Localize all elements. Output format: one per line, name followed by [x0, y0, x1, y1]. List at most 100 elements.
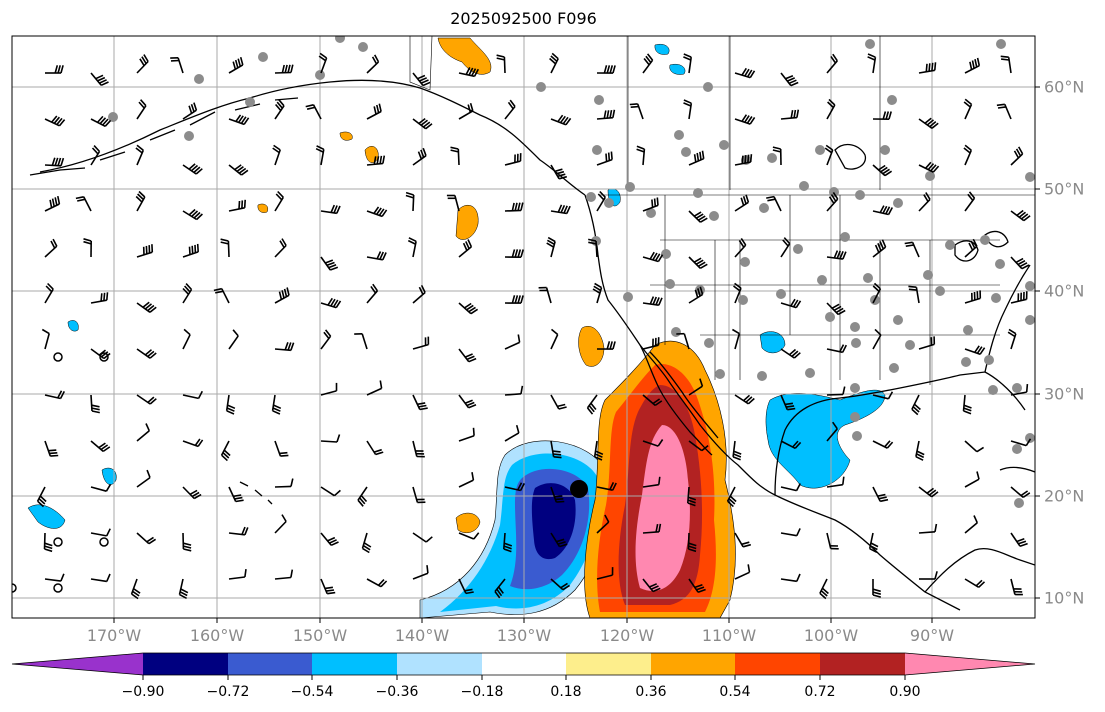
wind-barb-feather — [373, 448, 382, 453]
wind-barb-feather — [149, 398, 157, 405]
wind-barb-feather — [551, 52, 559, 60]
colorbar-tick-label: −0.36 — [375, 684, 419, 700]
wind-barb-feather — [554, 495, 563, 498]
wind-barb-feather — [746, 69, 753, 78]
wind-barb-feather — [376, 156, 380, 165]
wind-barb — [90, 486, 107, 492]
wind-barb-feather — [836, 250, 841, 259]
wind-barb-feather — [329, 539, 337, 544]
wind-barb-feather — [238, 200, 241, 209]
wind-barb-feather — [772, 149, 781, 153]
wind-barb-feather — [884, 170, 893, 177]
wind-barb-feather — [514, 295, 519, 304]
wind-barb — [504, 341, 520, 350]
wind-barb-feather — [91, 410, 100, 414]
wind-barb-feather — [558, 406, 567, 410]
wind-barb-feather — [327, 591, 336, 595]
wind-barb-feather — [232, 329, 239, 337]
wind-barb-feather — [239, 56, 244, 66]
wind-barb-feather — [727, 500, 734, 508]
wind-barb-feather — [470, 308, 479, 315]
positive-blob-small-2 — [257, 203, 268, 213]
colorbar — [11, 652, 1036, 680]
wind-barb-feather — [182, 287, 190, 295]
wind-barb-feather — [50, 240, 56, 249]
wind-barb-feather — [657, 439, 664, 447]
wind-barb-feather — [418, 286, 424, 295]
wind-barb-feather — [976, 471, 980, 480]
wind-barb — [136, 60, 149, 74]
wind-barb-feather — [97, 76, 106, 82]
wind-barb-feather — [520, 202, 524, 211]
wind-barb-feather — [496, 54, 505, 58]
wind-barb-feather — [234, 164, 242, 171]
wind-barb-feather — [546, 242, 555, 248]
wind-barb-feather — [978, 581, 986, 588]
wind-barb-feather — [747, 154, 750, 163]
wind-barb-feather — [833, 305, 842, 311]
wind-barb-feather — [180, 588, 189, 594]
wind-barb-feather — [873, 282, 881, 290]
wind-barb — [320, 390, 337, 396]
wind-barb — [688, 440, 703, 452]
wind-barb-feather — [592, 288, 601, 294]
lat-label: 60°N — [1044, 77, 1085, 97]
wind-barb — [458, 532, 475, 540]
wind-barb-feather — [552, 450, 561, 453]
wind-barb-feather — [1023, 215, 1031, 222]
wind-barb-feather — [923, 194, 929, 202]
wind-barb-feather — [696, 152, 700, 162]
wind-barb-feather — [220, 238, 229, 242]
wind-barb-feather — [928, 489, 937, 496]
wind-barb-feather — [905, 244, 914, 247]
wind-barb-feather — [420, 119, 428, 126]
wind-barb-feather — [1018, 146, 1024, 155]
wind-barb-feather — [1022, 492, 1031, 499]
wind-barb-feather — [683, 99, 692, 104]
wind-barb-feather — [699, 217, 708, 223]
wind-barb — [182, 334, 191, 350]
wind-barb-feather — [830, 194, 837, 202]
wind-barb-feather — [562, 584, 571, 591]
wind-barb-feather — [91, 404, 100, 408]
marked-point — [570, 480, 588, 498]
wind-barb-feather — [418, 117, 426, 125]
wind-barb-feather — [788, 79, 797, 85]
wind-barb-feather — [1008, 328, 1017, 335]
positive-blob-west-mexico — [578, 326, 605, 367]
wind-barb-feather — [183, 542, 192, 546]
wind-barb-feather — [462, 242, 468, 251]
wind-barb-feather — [975, 579, 983, 587]
wind-barb-feather — [612, 65, 616, 74]
wind-barb-feather — [379, 251, 385, 260]
wind-barb-feather — [149, 352, 157, 359]
wind-barb-feather — [185, 283, 193, 291]
wind-barb-feather — [336, 434, 341, 443]
wind-barb-feather — [503, 548, 512, 553]
wind-barb-feather — [597, 193, 605, 201]
wind-barb-feather — [468, 357, 477, 363]
wind-barb-feather — [872, 591, 882, 595]
wind-barb-feather — [362, 544, 371, 551]
wind-barb-feather — [744, 115, 750, 123]
wind-barb-feather — [381, 209, 388, 217]
wind-barb-feather — [566, 205, 571, 214]
wind-barb-feather — [471, 472, 475, 481]
wind-barb-feather — [658, 523, 662, 532]
colorbar-bin-9 — [820, 653, 905, 675]
wind-barb-feather — [100, 81, 109, 87]
wind-barb-feather — [503, 542, 513, 547]
wind-barb — [274, 576, 291, 580]
wind-barb-feather — [696, 586, 705, 591]
wind-barb-feather — [791, 350, 799, 357]
wind-barb-feather — [1021, 213, 1029, 220]
wind-barb — [458, 110, 474, 120]
wind-barb-feather — [57, 390, 63, 399]
wind-barb-feather — [496, 57, 505, 61]
wind-barb-feather — [547, 236, 556, 243]
wind-barb-feather — [842, 386, 846, 395]
wind-barb-feather — [464, 353, 473, 358]
wind-barb-feather — [191, 491, 200, 498]
wind-barb-feather — [1025, 438, 1032, 447]
wind-barb — [90, 578, 107, 583]
